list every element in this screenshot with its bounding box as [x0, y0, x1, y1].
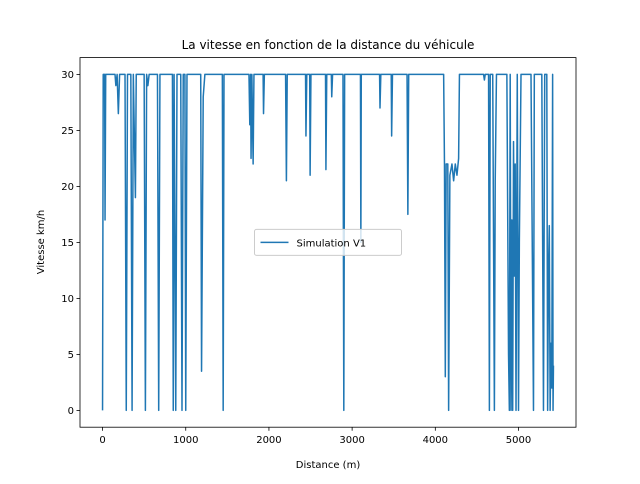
chart-title: La vitesse en fonction de la distance du… [182, 38, 475, 52]
x-tick-label: 3000 [339, 435, 364, 446]
y-tick-label: 10 [61, 294, 74, 305]
data-line [101, 73, 555, 412]
y-tick-label: 30 [61, 70, 74, 81]
legend-box [254, 228, 402, 256]
x-tick-label: 1000 [173, 435, 198, 446]
x-tick-label: 4000 [423, 435, 448, 446]
x-tick-label: 5000 [506, 435, 531, 446]
x-tick-label: 0 [99, 435, 105, 446]
y-tick-label: 5 [68, 350, 74, 361]
y-tick-label: 25 [61, 126, 74, 137]
legend-label: Simulation V1 [297, 238, 367, 249]
x-tick-label: 2000 [256, 435, 281, 446]
plot-area [101, 73, 555, 412]
y-tick-label: 20 [61, 182, 74, 193]
y-tick-label: 15 [61, 238, 74, 249]
x-axis-label: Distance (m) [296, 460, 361, 471]
y-axis-label: Vitesse km/h [36, 210, 47, 274]
y-tick-label: 0 [68, 406, 74, 417]
